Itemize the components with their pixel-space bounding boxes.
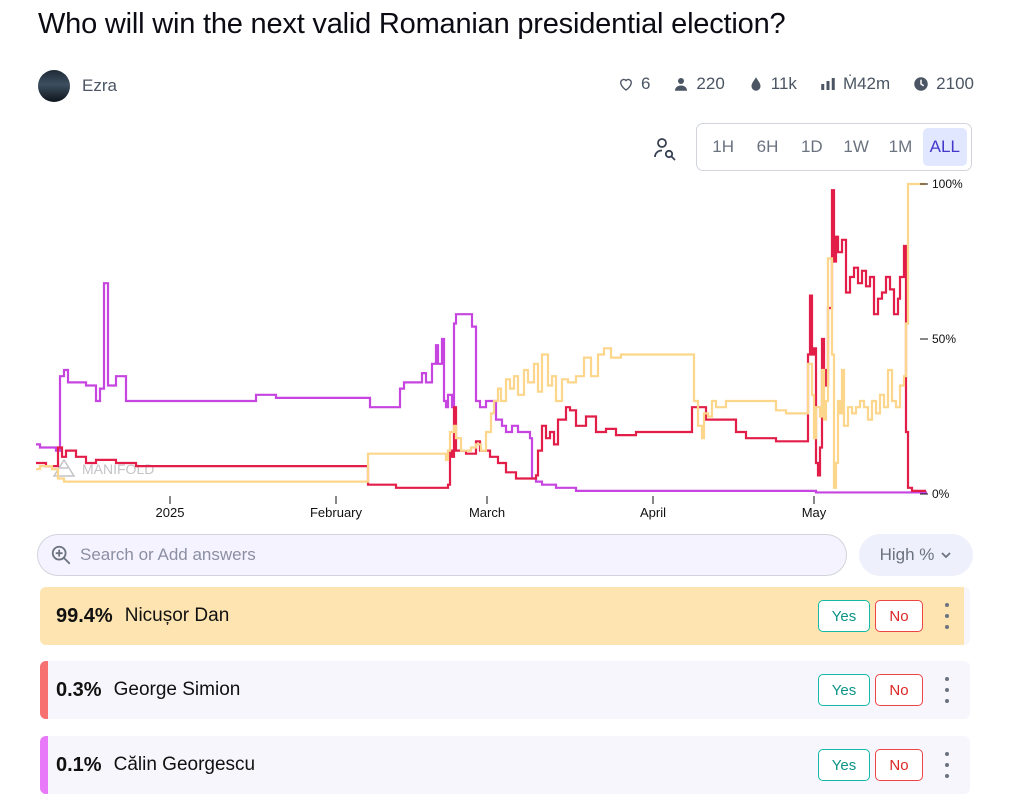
author-name[interactable]: Ezra	[82, 76, 117, 95]
answer-label: 99.4% Nicușor Dan	[56, 587, 229, 645]
answer-name: Călin Georgescu	[113, 754, 256, 775]
user-search-icon[interactable]	[652, 136, 678, 162]
series-line-2[interactable]	[36, 282, 928, 494]
answer-row[interactable]: 99.4% Nicușor Dan Yes No	[40, 587, 970, 645]
answer-probability: 99.4%	[56, 604, 113, 627]
search-bar[interactable]	[37, 534, 847, 576]
series-line-0[interactable]	[36, 182, 926, 489]
volume-stat: Ṁ42m	[819, 74, 890, 94]
y-tick-label: 50%	[932, 332, 956, 346]
yes-button[interactable]: Yes	[818, 600, 870, 632]
x-tick-label: March	[469, 505, 505, 520]
answer-name: George Simion	[113, 679, 241, 700]
no-button[interactable]: No	[875, 600, 923, 632]
no-button[interactable]: No	[875, 674, 923, 706]
answer-probability: 0.1%	[56, 753, 102, 776]
clock-icon	[914, 77, 928, 91]
time-range-selector: 1H 6H 1D 1W 1M ALL	[696, 123, 972, 171]
answer-row[interactable]: 0.1% Călin Georgescu Yes No	[40, 736, 970, 794]
sort-dropdown[interactable]: High %	[859, 534, 973, 576]
more-options-icon[interactable]	[944, 752, 950, 778]
answer-row[interactable]: 0.3% George Simion Yes No	[40, 661, 970, 719]
more-options-icon[interactable]	[944, 677, 950, 703]
series-line-1[interactable]	[36, 189, 926, 492]
manifold-logo-icon	[52, 458, 76, 477]
likes-stat[interactable]: 6	[617, 74, 650, 94]
probability-bar	[40, 736, 48, 794]
y-tick-label: 100%	[932, 177, 963, 191]
search-plus-icon	[51, 545, 71, 565]
x-tick-label: 2025	[156, 505, 185, 520]
page-title: Who will win the next valid Romanian pre…	[38, 8, 786, 40]
chevron-down-icon	[941, 552, 952, 559]
market-stats: 6 220 11k Ṁ42m 2100	[617, 74, 974, 94]
liquidity-value: 11k	[770, 74, 797, 93]
close-year: 2100	[936, 74, 974, 93]
range-1m[interactable]: 1M	[888, 137, 913, 156]
answer-name: Nicușor Dan	[124, 605, 230, 626]
range-1w[interactable]: 1W	[843, 137, 869, 156]
search-input[interactable]	[78, 544, 782, 566]
traders-count: 220	[696, 74, 725, 93]
yes-button[interactable]: Yes	[818, 674, 870, 706]
yes-button[interactable]: Yes	[818, 749, 870, 781]
probability-bar	[40, 661, 48, 719]
answer-label: 0.1% Călin Georgescu	[56, 736, 255, 794]
likes-count: 6	[640, 74, 651, 93]
avatar[interactable]	[38, 70, 70, 102]
range-all[interactable]: ALL	[922, 128, 967, 166]
y-tick-label: 0%	[932, 487, 950, 501]
x-tick-label: May	[802, 505, 827, 520]
heart-icon	[620, 78, 632, 91]
person-icon	[675, 78, 688, 91]
range-1h[interactable]: 1H	[712, 137, 735, 156]
droplet-icon	[751, 77, 761, 91]
range-6h[interactable]: 6H	[756, 137, 779, 156]
more-options-icon[interactable]	[944, 603, 950, 629]
x-tick-label: February	[310, 505, 363, 520]
volume-value: Ṁ42m	[842, 74, 891, 93]
range-1d[interactable]: 1D	[800, 137, 823, 156]
liquidity-stat: 11k	[747, 74, 797, 94]
answer-label: 0.3% George Simion	[56, 661, 240, 719]
bar-chart-icon	[821, 78, 835, 90]
answer-probability: 0.3%	[56, 678, 102, 701]
author[interactable]: Ezra	[38, 70, 117, 102]
no-button[interactable]: No	[875, 749, 923, 781]
close-time-stat: 2100	[912, 74, 974, 94]
traders-stat: 220	[672, 74, 725, 94]
sort-label: High %	[879, 545, 935, 564]
x-tick-label: April	[640, 505, 666, 520]
probability-bar	[40, 587, 965, 645]
